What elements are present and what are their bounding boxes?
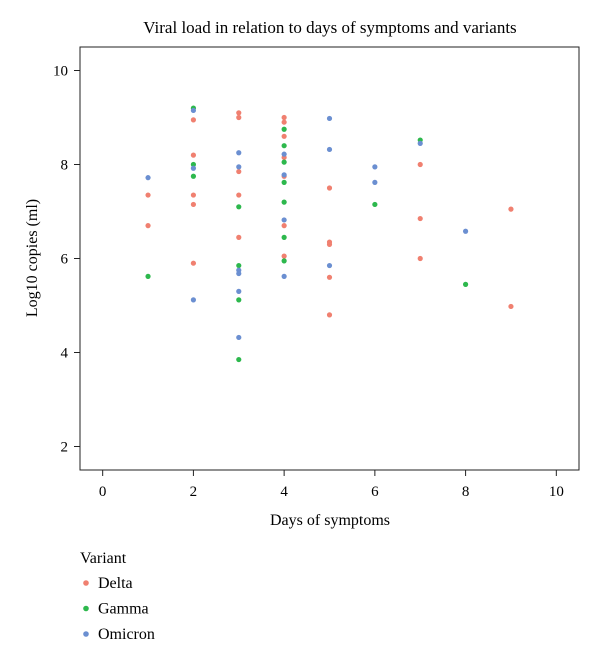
- point-gamma: [236, 204, 242, 210]
- point-gamma: [236, 262, 242, 269]
- point-omicron: [372, 179, 378, 185]
- x-tick-label: 6: [371, 484, 379, 500]
- point-omicron: [281, 273, 287, 279]
- point-omicron: [236, 164, 242, 170]
- point-delta: [326, 185, 333, 191]
- point-delta: [236, 192, 242, 198]
- point-delta: [417, 161, 423, 168]
- y-tick-label: 4: [61, 346, 69, 362]
- point-delta: [190, 201, 197, 208]
- point-omicron: [326, 115, 333, 122]
- point-delta: [281, 223, 287, 229]
- point-gamma: [190, 173, 197, 179]
- x-tick-label: 10: [549, 484, 564, 500]
- point-gamma: [281, 126, 287, 132]
- point-delta: [190, 117, 197, 123]
- point-gamma: [281, 179, 287, 185]
- point-delta: [508, 303, 514, 310]
- plot-area: [79, 46, 580, 471]
- point-delta: [236, 110, 242, 116]
- chart-title: Viral load in relation to days of sympto…: [143, 18, 516, 37]
- point-delta: [190, 152, 197, 158]
- legend-label-delta: Delta: [98, 575, 133, 592]
- point-delta: [236, 234, 242, 240]
- point-delta: [190, 260, 197, 266]
- y-tick-label: 10: [53, 64, 68, 80]
- point-gamma: [281, 143, 287, 149]
- point-delta: [281, 119, 287, 125]
- x-tick-label: 2: [190, 484, 198, 500]
- point-omicron: [281, 172, 287, 178]
- point-omicron: [281, 217, 287, 223]
- point-delta: [281, 133, 287, 139]
- legend-label-gamma: Gamma: [98, 601, 149, 618]
- point-gamma: [281, 159, 287, 165]
- point-gamma: [236, 356, 242, 363]
- point-omicron: [326, 146, 333, 153]
- point-gamma: [236, 297, 242, 303]
- point-gamma: [281, 258, 287, 264]
- x-axis: 0 2 4 6 8 10: [99, 470, 564, 500]
- legend: Variant Delta Gamma Omicron: [80, 550, 155, 643]
- point-delta: [145, 192, 151, 198]
- legend-label-omicron: Omicron: [98, 626, 155, 643]
- point-omicron: [145, 175, 151, 181]
- point-gamma: [281, 234, 287, 240]
- point-omicron: [462, 228, 469, 234]
- point-delta: [508, 206, 514, 212]
- point-delta: [281, 114, 287, 121]
- point-omicron: [190, 297, 197, 303]
- point-delta: [190, 192, 197, 198]
- point-delta: [326, 274, 333, 280]
- point-delta: [281, 253, 287, 259]
- point-omicron: [190, 165, 197, 171]
- point-delta: [326, 312, 333, 318]
- point-gamma: [281, 199, 287, 205]
- legend-marker-delta: [83, 580, 89, 586]
- y-axis-label: Log10 copies (ml): [24, 199, 41, 317]
- point-omicron: [236, 288, 242, 294]
- x-tick-label: 8: [462, 484, 470, 500]
- point-gamma: [462, 281, 469, 287]
- point-omicron: [236, 334, 242, 341]
- plot-border: [79, 46, 580, 471]
- point-gamma: [145, 273, 151, 279]
- x-axis-label: Days of symptoms: [270, 512, 390, 529]
- point-omicron: [281, 151, 287, 157]
- point-gamma: [372, 201, 378, 208]
- legend-marker-gamma: [83, 605, 89, 612]
- point-delta: [417, 255, 423, 262]
- point-delta: [326, 241, 333, 247]
- x-tick-label: 0: [99, 484, 107, 500]
- y-tick-label: 2: [61, 440, 69, 456]
- point-delta: [236, 168, 242, 175]
- legend-title: Variant: [80, 550, 127, 567]
- y-tick-label: 8: [61, 158, 69, 174]
- point-delta: [145, 223, 151, 229]
- point-delta: [236, 114, 242, 121]
- x-tick-label: 4: [280, 484, 288, 500]
- point-omicron: [236, 270, 242, 277]
- point-omicron: [326, 262, 333, 269]
- point-omicron: [417, 140, 423, 146]
- y-tick-label: 6: [61, 252, 69, 268]
- point-omicron: [236, 150, 242, 156]
- y-axis: 2 4 6 8 10: [53, 64, 80, 456]
- point-delta: [417, 215, 423, 222]
- point-gamma: [190, 161, 197, 168]
- point-omicron: [372, 164, 378, 170]
- legend-marker-omicron: [83, 631, 89, 637]
- point-omicron: [190, 107, 197, 114]
- data-points: [145, 105, 514, 363]
